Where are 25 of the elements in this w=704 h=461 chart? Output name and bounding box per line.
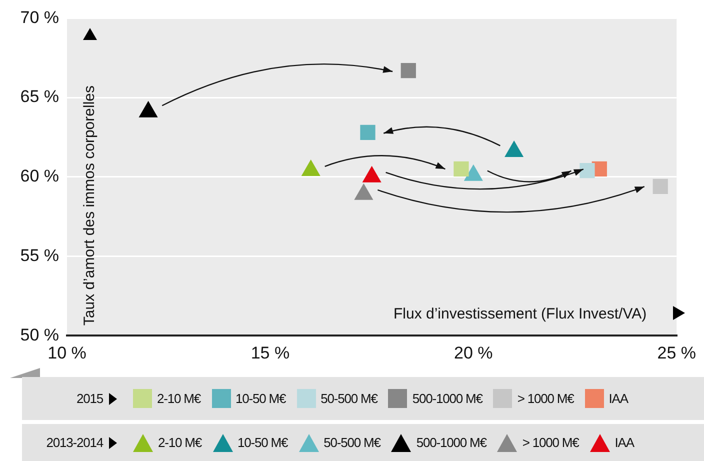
legend-label: 50-500 M€ <box>324 435 380 450</box>
legend-label: 10-50 M€ <box>238 435 288 450</box>
y-axis-title: Taux d’amort des immos corporelles <box>81 86 98 326</box>
y-tick-label: 65 % <box>20 87 59 106</box>
legend-label: 2-10 M€ <box>157 391 200 406</box>
legend-label: 50-500 M€ <box>320 391 378 406</box>
legend-label: IAA <box>614 435 634 450</box>
y-tick-label: 55 % <box>20 246 59 265</box>
legend-label: > 1000 M€ <box>522 435 579 450</box>
x-tick-label: 25 % <box>657 343 696 362</box>
legend-label: 2-10 M€ <box>158 435 202 450</box>
legend-label: 10-50 M€ <box>236 391 286 406</box>
text: 2013-2014 <box>46 435 103 450</box>
legend-label: > 1000 M€ <box>517 391 574 406</box>
legend-label: IAA <box>608 391 628 406</box>
x-tick-label: 15 % <box>250 343 290 362</box>
x-tick-label: 10 % <box>48 343 86 362</box>
y-tick-label: 70 % <box>20 8 59 27</box>
x-tick-label: 20 % <box>454 343 493 362</box>
y-tick-label: 60 % <box>20 166 59 186</box>
legend-label: 500-1000 M€ <box>412 391 482 406</box>
x-axis-title: Flux d’investissement (Flux Invest/VA) <box>393 306 647 323</box>
y-tick-label: 50 % <box>20 325 59 344</box>
text: 2015 <box>76 391 103 406</box>
legend-label: 500-1000 M€ <box>416 435 486 450</box>
